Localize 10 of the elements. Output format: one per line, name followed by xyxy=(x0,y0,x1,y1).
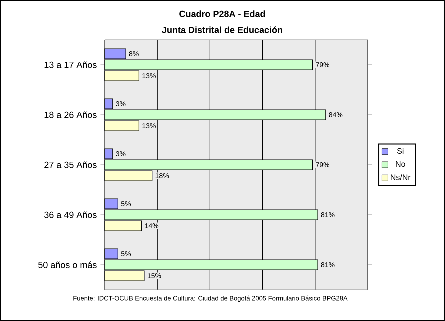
chart-subtitle: Junta Distrital de Educación xyxy=(162,26,282,34)
y-tick-label: 13 a 17 Años xyxy=(44,62,97,68)
y-tick-label: 27 a 35 Años xyxy=(44,162,97,168)
y-tick-label: 50 años o más xyxy=(38,262,97,268)
y-tick-label: 36 a 49 Años xyxy=(44,212,97,218)
legend-label: No xyxy=(396,161,406,168)
chart-title: Cuadro P28A - Edad xyxy=(180,10,266,18)
y-tick-label: 18 a 26 Años xyxy=(44,112,97,118)
legend-label: Si xyxy=(397,148,404,154)
legend-label: Ns/Nr xyxy=(391,174,411,180)
